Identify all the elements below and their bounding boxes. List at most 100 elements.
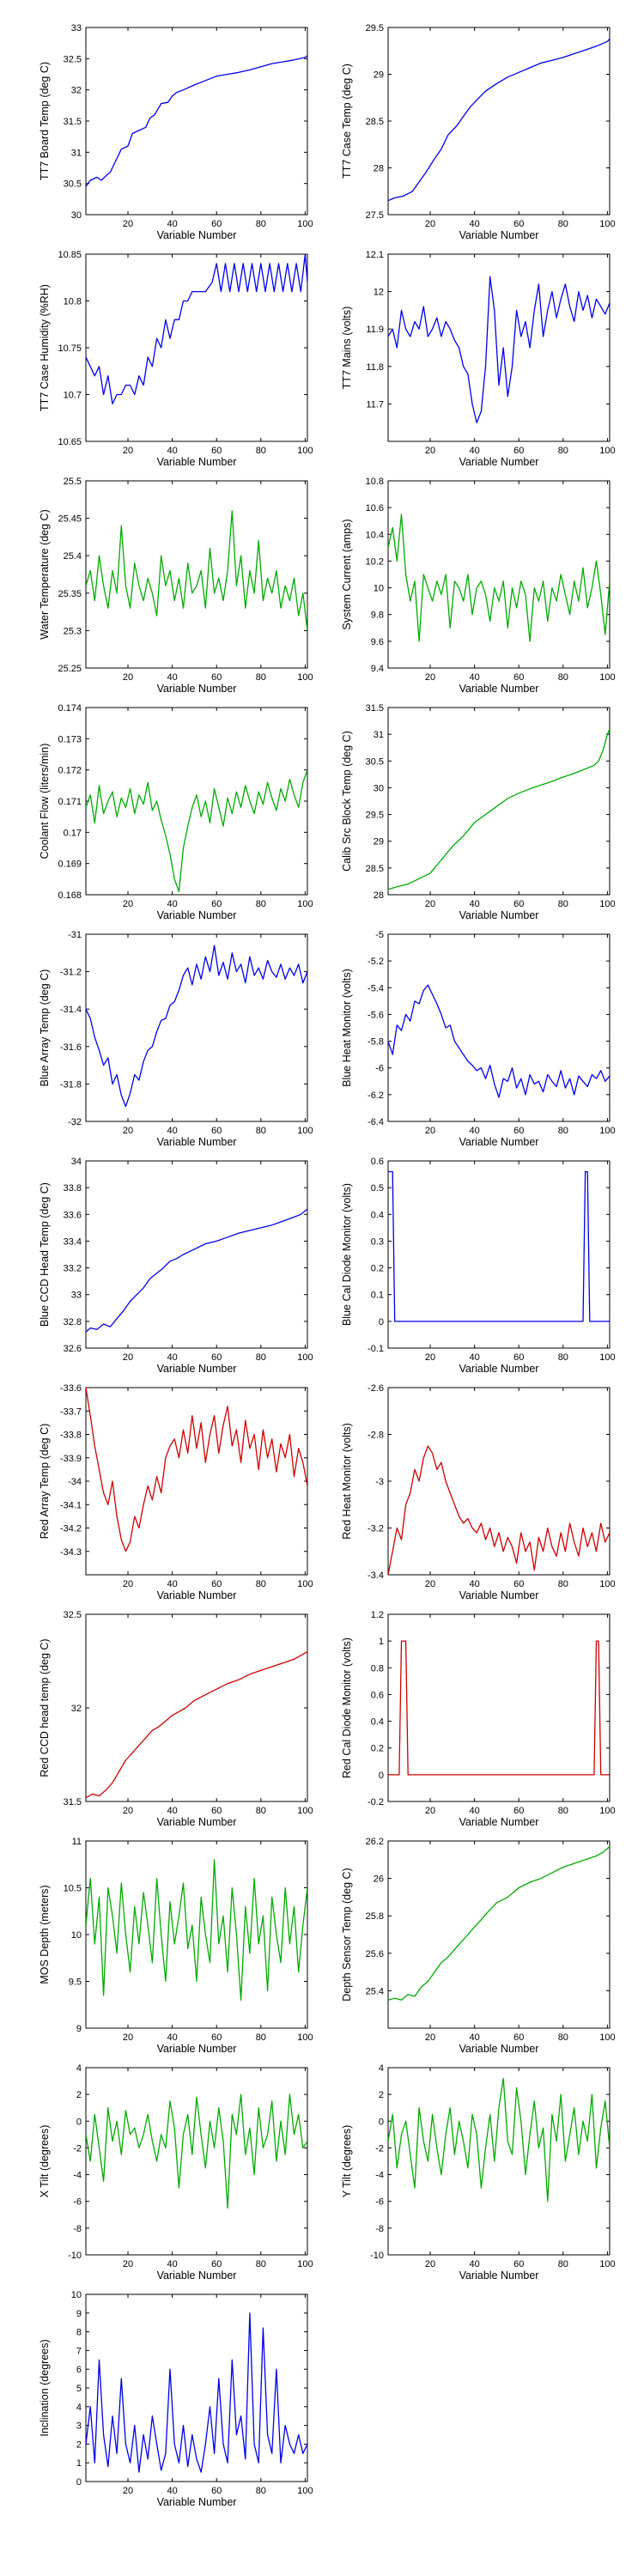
x-tick-label: 60 [513,1352,524,1363]
x-tick-label: 100 [297,1352,313,1363]
y-tick-label: -33.6 [60,1383,82,1394]
y-tick-label: 29 [374,837,384,848]
y-tick-label: -6 [375,1064,384,1074]
x-tick-label: 80 [558,1806,568,1816]
series-line [388,1846,610,2001]
x-tick-label: 100 [599,2259,615,2269]
x-tick-label: 60 [513,1579,524,1589]
chart-panel-8: 20 40 60 80 100 28 28.5 29 29.5 30 30.5 31 31.5 Varia… [341,703,616,921]
chart-panel-14: 20 40 60 80 100 -3.4 -3.2 -3 -2.8 -2.6 Variable Nu… [341,1383,616,1601]
y-tick-label: 33.4 [64,1236,82,1247]
x-tick-label: 80 [256,672,266,683]
y-axis-label: System Current (amps) [341,519,353,629]
y-tick-label: 0.1 [371,1291,384,1301]
y-tick-label: 11 [72,1837,82,1847]
x-tick-label: 80 [256,219,266,229]
y-tick-label: 31.5 [64,117,82,127]
chart-panel-6: 20 40 60 80 100 9.4 9.6 9.8 10 10.2 10.4 10.6 10.8 Va… [341,477,616,695]
y-tick-label: -6 [73,2197,82,2208]
y-tick-label: 9 [76,2309,82,2319]
x-tick-label: 40 [469,2032,479,2043]
y-tick-label: 10.2 [366,556,384,567]
y-tick-label: 12 [374,288,384,298]
y-tick-label: 0 [379,1317,384,1327]
y-tick-label: 33.6 [64,1210,82,1220]
x-axis-label: Variable Number [157,1589,237,1601]
x-tick-label: 40 [469,1352,479,1363]
y-tick-label: 25.4 [366,1986,384,1996]
y-tick-label: 0.3 [371,1236,384,1247]
x-axis-label: Variable Number [459,1136,539,1148]
series-line [86,1859,307,2001]
chart-panel-19: 20 40 60 80 100 -10 -8 -6 -4 -2 0 2 4 Variable Number… [39,2063,313,2281]
y-axis-label: Red Array Temp (deg C) [39,1424,51,1540]
y-tick-label: 29 [374,70,384,81]
x-tick-label: 100 [599,672,615,683]
y-tick-label: 8 [76,2328,82,2338]
y-tick-label: 28 [374,890,384,901]
chart-panel-3: 20 40 60 80 100 10.65 10.7 10.75 10.8 10.85 Variab… [39,250,313,468]
y-axis-label: Calib Src Block Temp (deg C) [341,731,353,872]
x-tick-label: 40 [167,2259,177,2269]
x-tick-label: 40 [469,1126,479,1136]
plot-area [85,1160,308,1349]
x-tick-label: 100 [599,1352,615,1363]
y-tick-label: -32 [68,1117,82,1127]
x-tick-label: 20 [123,1579,133,1589]
y-tick-label: 30.5 [366,756,384,767]
x-tick-label: 20 [425,2259,435,2269]
x-tick-label: 100 [297,2032,313,2043]
x-tick-label: 80 [558,2259,568,2269]
series-line [86,55,307,187]
x-tick-label: 80 [558,219,568,229]
series-line [388,1445,610,1575]
x-tick-label: 20 [425,899,435,909]
series-line [388,1170,610,1322]
y-tick-label: 25.4 [64,551,82,562]
y-tick-label: -2 [375,2143,384,2154]
x-axis-label: Variable Number [157,909,237,921]
y-tick-label: -5.2 [368,957,384,967]
y-tick-label: 25.6 [366,1949,384,1959]
x-tick-label: 60 [513,446,524,456]
y-tick-label: 10.85 [58,250,82,260]
x-tick-label: 60 [211,1579,222,1589]
x-tick-label: 40 [469,2259,479,2269]
y-tick-label: 25.35 [58,589,82,599]
x-tick-label: 40 [167,672,177,683]
plot-area [85,1613,308,1802]
y-tick-label: -34.1 [60,1500,82,1510]
x-tick-label: 20 [425,2032,435,2043]
y-tick-label: 0.168 [58,890,82,901]
x-tick-label: 80 [558,672,568,683]
y-axis-label: Red CCD head temp (deg C) [39,1638,51,1777]
series-line [388,276,610,423]
y-tick-label: 32 [71,86,82,96]
plot-area [85,253,308,442]
plot-area [387,1160,611,1349]
y-tick-label: 7 [76,2346,82,2356]
x-tick-label: 80 [256,446,266,456]
x-tick-label: 40 [469,899,479,909]
y-axis-label: Y Tilt (degrees) [341,2125,353,2198]
y-tick-label: 11.9 [366,325,384,335]
x-tick-label: 100 [599,219,615,229]
y-tick-label: 0.5 [371,1183,384,1194]
y-tick-label: 9.8 [371,611,384,621]
y-tick-label: 0 [379,1771,384,1781]
chart-panel-17: 20 40 60 80 100 9 9.5 10 10.5 11 Variable Number MO… [39,1837,313,2055]
x-axis-label: Variable Number [459,683,539,695]
y-tick-label: 0 [76,2477,82,2488]
x-tick-label: 20 [123,219,133,229]
plot-area [85,27,308,216]
x-tick-label: 100 [297,219,313,229]
series-line [388,513,610,642]
y-tick-label: -2.6 [368,1383,384,1394]
y-tick-label: 0 [379,2117,384,2127]
x-tick-label: 40 [167,446,177,456]
x-axis-label: Variable Number [459,1589,539,1601]
chart-panel-9: 20 40 60 80 100 -32 -31.8 -31.6 -31.4 -31.2 -31 Var… [39,930,313,1148]
x-tick-label: 20 [123,2486,133,2496]
x-tick-label: 60 [513,2259,524,2269]
y-axis-label: TT7 Case Humidity (%RH) [39,284,51,411]
